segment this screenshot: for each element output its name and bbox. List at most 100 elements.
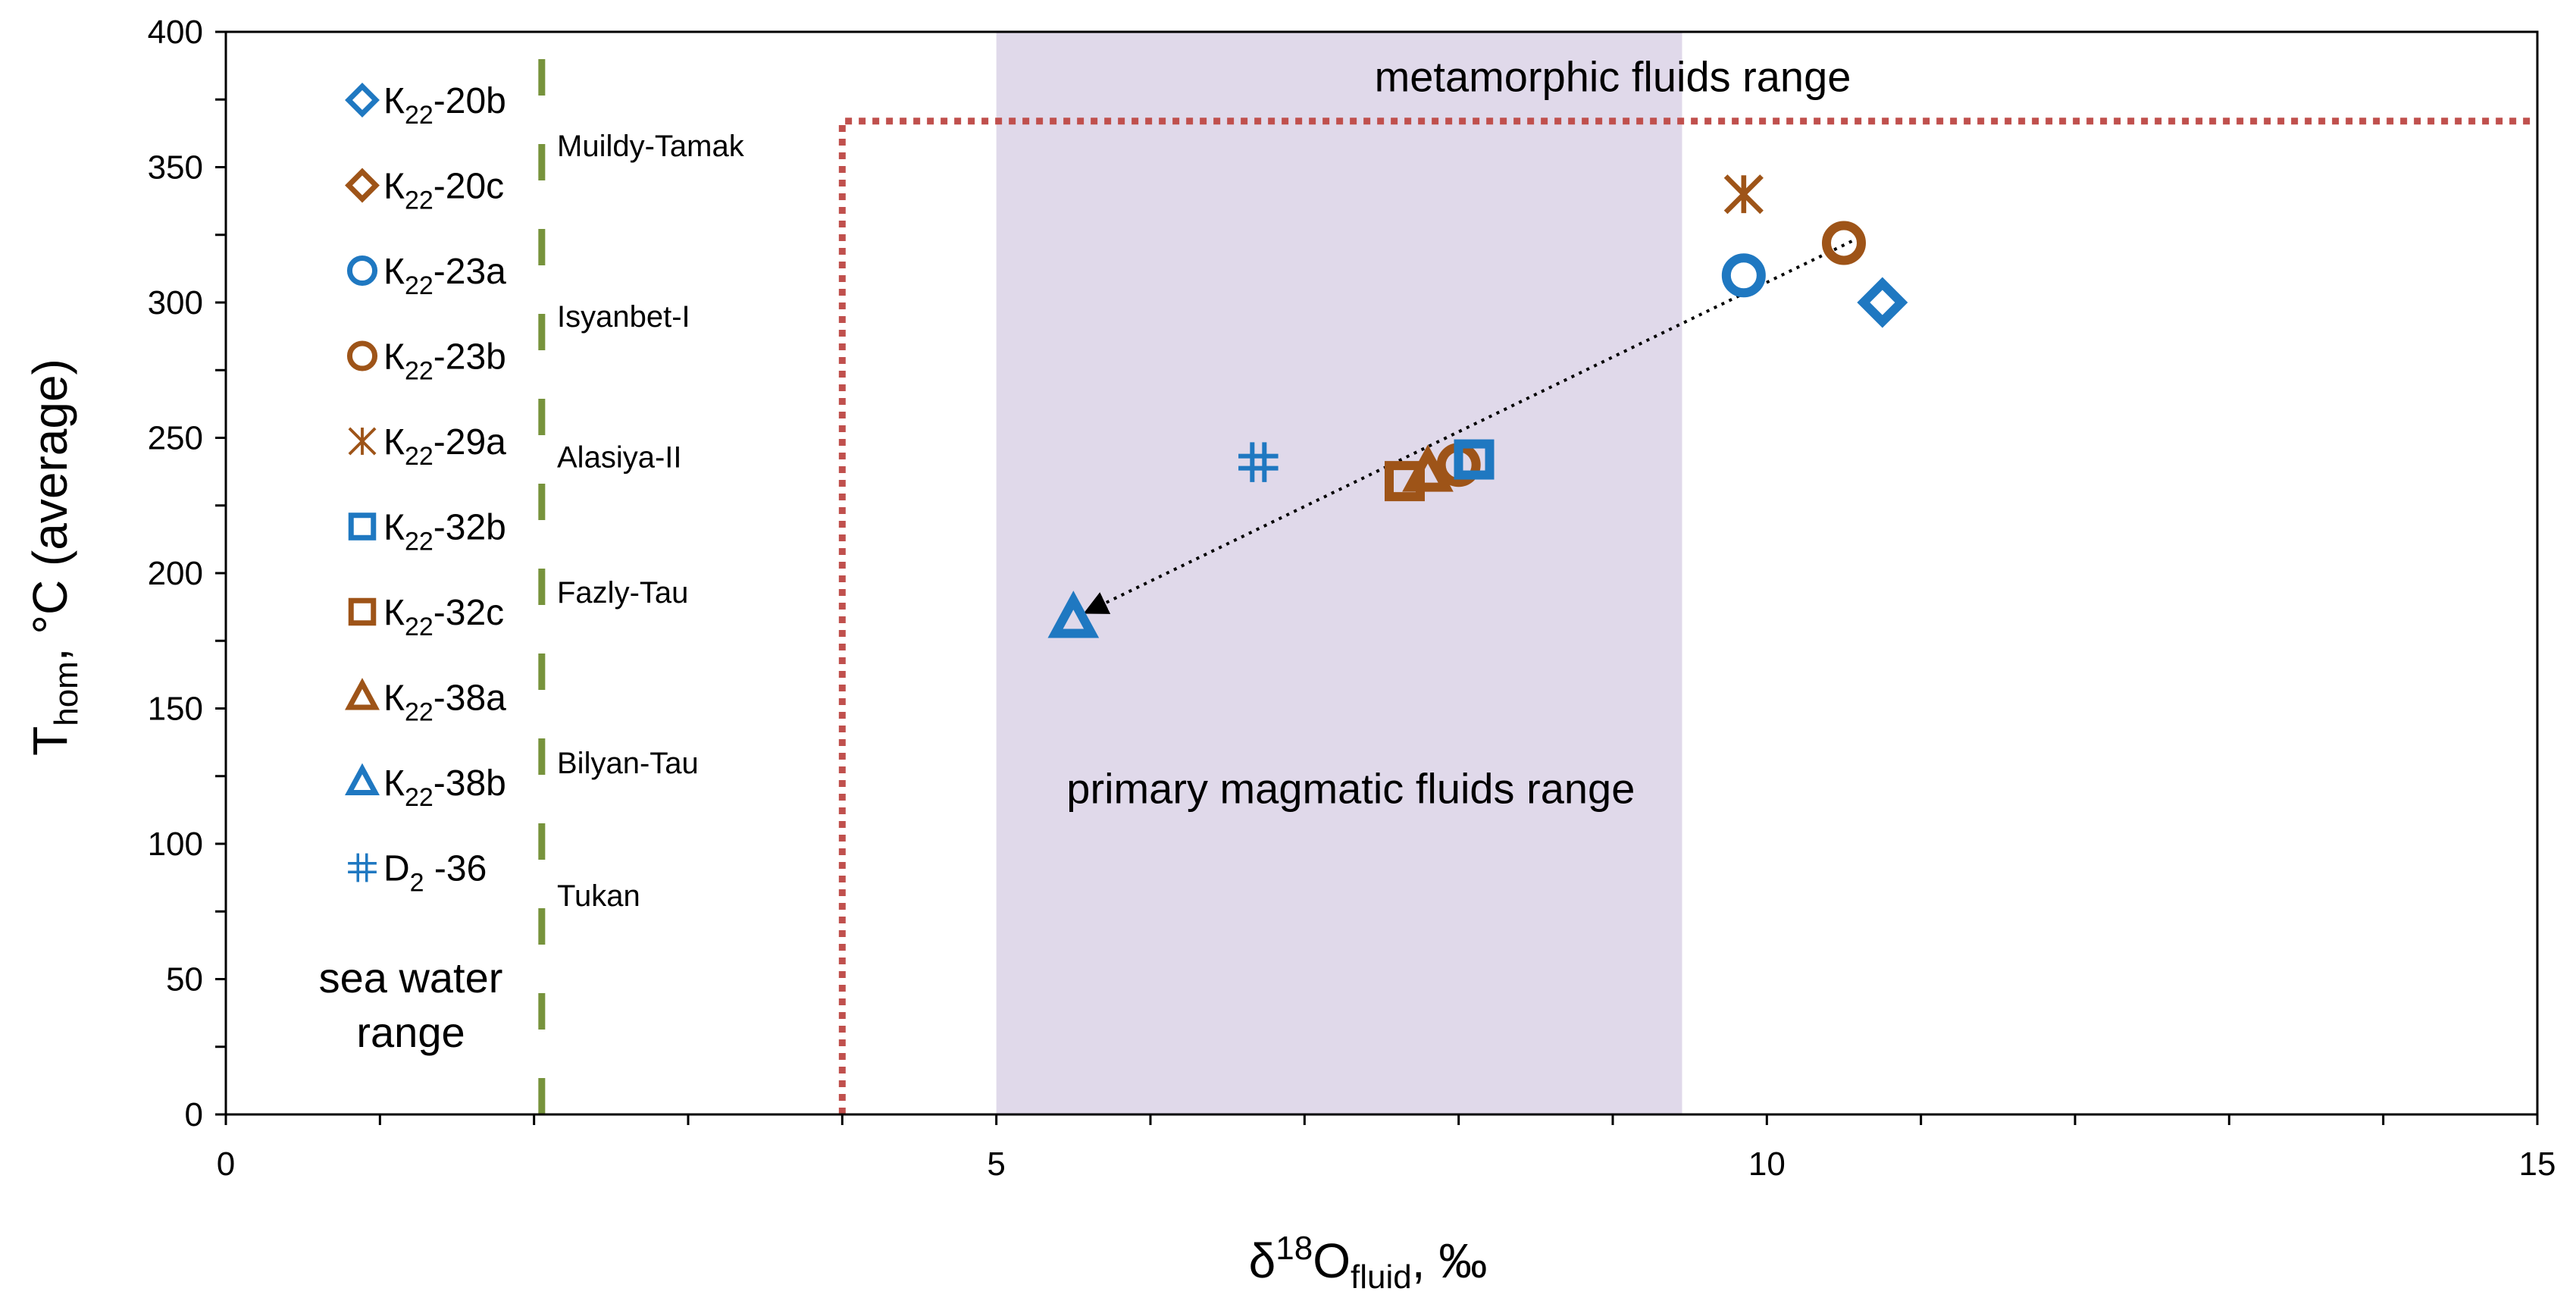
legend-label-tail: -38b — [434, 763, 506, 804]
legend-label-base: К — [383, 81, 405, 121]
trend-layer — [1083, 236, 1861, 614]
trendline — [1083, 236, 1861, 614]
legend-marker-star — [348, 427, 377, 456]
legend-item: К22-32c — [348, 593, 504, 641]
data-point-star — [1723, 174, 1764, 215]
legend-label-tail: -38a — [434, 679, 506, 719]
legend-marker-hash — [348, 853, 377, 882]
y-tick-label: 100 — [148, 826, 203, 863]
data-point-square — [1454, 439, 1495, 480]
group-label: Tukan — [557, 879, 640, 913]
legend-marker-triangle — [345, 678, 380, 710]
legend-label: К22-23b — [383, 337, 506, 386]
legend-label: К22-32b — [383, 508, 506, 556]
y-tick-label: 200 — [148, 555, 203, 592]
group-label: Bilyan-Tau — [557, 747, 699, 780]
x-tick-label: 10 — [1748, 1146, 1786, 1183]
legend-label-tail: -32b — [434, 508, 506, 548]
legend-label-sub: 22 — [405, 783, 434, 812]
legend-item: К22-29a — [348, 422, 506, 471]
legend-item: К22-23b — [346, 337, 506, 386]
x-axis-title-base: O — [1313, 1233, 1351, 1288]
legend-marker-square — [348, 512, 377, 541]
sea-water-label-line1: sea water — [319, 954, 503, 1001]
legend-label-base: К — [383, 167, 405, 207]
legend-label-base: К — [383, 422, 405, 462]
y-tick-label: 300 — [148, 284, 203, 321]
legend-label-tail: -23b — [434, 337, 506, 378]
legend-label-sub: 2 — [410, 869, 424, 898]
y-axis-title-main: T — [23, 726, 77, 756]
y-tick-label: 0 — [185, 1096, 203, 1133]
x-axis-title: δ18Ofluid, ‰ — [1249, 1230, 1488, 1296]
legend-marker-circle — [346, 340, 378, 371]
y-axis-title-sub: hom — [48, 661, 85, 726]
legend-label-tail: -20c — [434, 167, 504, 207]
legend-label: К22-38b — [383, 763, 506, 812]
legend-item: К22-38b — [345, 763, 506, 812]
x-axis-title-main: δ — [1249, 1233, 1276, 1288]
legend-label-base: D — [383, 849, 410, 889]
legend-label-sub: 22 — [405, 101, 434, 130]
x-tick-label: 5 — [987, 1146, 1005, 1183]
legend-label-sub: 22 — [405, 271, 434, 300]
x-axis-title-tail: , ‰ — [1412, 1233, 1488, 1288]
legend-label-base: К — [383, 252, 405, 292]
data-point-circle — [1721, 253, 1766, 298]
data-point-circle — [1822, 221, 1866, 265]
legend-label-sub: 22 — [405, 613, 434, 641]
legend-label-sub: 22 — [405, 698, 434, 727]
legend-label-tail: -20b — [434, 81, 506, 121]
legend-item: К22-20b — [345, 81, 506, 130]
metamorphic-label: metamorphic fluids range — [1375, 53, 1851, 101]
legend-item: К22-38a — [345, 678, 506, 727]
y-tick-label: 400 — [148, 14, 203, 51]
metamorphic-boundary — [838, 118, 2537, 1114]
x-axis-title-sup: 18 — [1275, 1230, 1313, 1267]
y-tick-label: 350 — [148, 149, 203, 186]
legend-marker-square — [348, 597, 377, 626]
legend-marker-triangle — [345, 763, 380, 795]
data-point-square — [1385, 461, 1425, 502]
x-tick-label: 15 — [2519, 1146, 2556, 1183]
sea-water-label-line2: range — [356, 1008, 465, 1056]
legend-label: К22-32c — [383, 593, 504, 641]
legend-label: К22-38a — [383, 679, 506, 727]
legend-label-tail: -23a — [434, 252, 506, 292]
legend-label: D2 -36 — [383, 849, 487, 898]
legend-marker-diamond — [345, 83, 380, 118]
legend-marker-circle — [346, 255, 378, 287]
legend-label-base: К — [383, 763, 405, 804]
group-label: Alasiya-II — [557, 440, 682, 474]
legend-label-base: К — [383, 679, 405, 719]
legend-marker-diamond — [345, 168, 380, 203]
legend-label-sub: 22 — [405, 357, 434, 386]
legend-label: К22-29a — [383, 422, 506, 471]
legend-label: К22-23a — [383, 252, 506, 300]
primary-magmatic-label: primary magmatic fluids range — [1066, 764, 1635, 812]
legend-label-sub: 22 — [405, 528, 434, 556]
data-point-diamond — [1857, 277, 1908, 328]
legend-item: К22-32b — [348, 508, 506, 556]
group-label: Muildy-Tamak — [557, 130, 745, 163]
legend-label-base: К — [383, 508, 405, 548]
x-tick-label: 0 — [217, 1146, 235, 1183]
legend-label-base: К — [383, 337, 405, 378]
legend-label-sub: 22 — [405, 186, 434, 215]
y-tick-label: 150 — [148, 691, 203, 728]
legend-item: D2 -36 — [348, 849, 487, 898]
data-point-triangle — [1402, 444, 1454, 492]
primary-magmatic-region — [996, 32, 1682, 1114]
y-tick-label: 250 — [148, 420, 203, 457]
data-point-triangle — [1047, 591, 1100, 638]
group-label: Isyanbet-I — [557, 300, 690, 334]
points-layer — [1047, 174, 1908, 638]
legend-label-tail: -36 — [424, 849, 487, 889]
legend-label-tail: -29a — [434, 422, 506, 462]
legend-item: К22-20c — [345, 167, 504, 215]
legend-label-base: К — [383, 593, 405, 633]
y-axis-title: Thom, °C (average) — [23, 359, 85, 756]
legend-item: К22-23a — [346, 252, 506, 300]
